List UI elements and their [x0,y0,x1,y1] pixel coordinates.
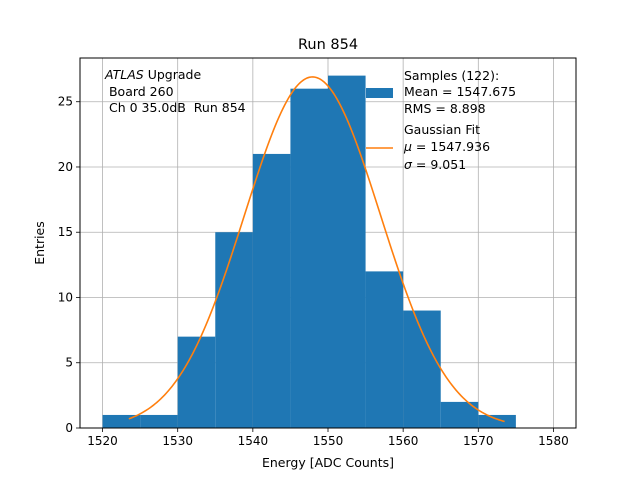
histogram-bar-2 [177,336,216,428]
legend-mu-value: = 1547.936 [412,139,490,154]
annotation-line-3: Ch 0 35.0dB Run 854 [105,100,246,115]
x-tick-label-0: 1520 [87,434,118,448]
chart-title: Run 854 [298,37,358,53]
legend-fit-mu: μ = 1547.936 [403,139,490,154]
histogram-bar-8 [403,310,441,428]
annotation-rest: Upgrade [144,67,202,82]
histogram-bar-1 [140,414,178,428]
histogram-bars [102,75,516,429]
y-tick-label-4: 20 [58,160,73,174]
x-axis-label: Energy [ADC Counts] [262,455,394,470]
y-tick-label-0: 0 [65,421,73,435]
histogram-bar-10 [478,414,516,428]
legend-sigma-value: = 9.051 [412,157,466,172]
histogram-bar-3 [215,232,253,428]
x-tick-label-2: 1540 [238,434,269,448]
histogram-bar-5 [290,88,328,428]
x-axis-ticks: 1520 1530 1540 1550 1560 1570 1580 [87,428,569,448]
legend-fit-title: Gaussian Fit [404,122,480,137]
x-tick-label-1: 1530 [162,434,193,448]
legend: Samples (122): Mean = 1547.675 RMS = 8.8… [366,68,516,172]
x-tick-label-5: 1570 [463,434,494,448]
y-tick-label-2: 10 [58,290,73,304]
x-tick-label-3: 1550 [313,434,344,448]
histogram-bar-6 [328,75,366,428]
histogram-bar-4 [252,153,291,429]
legend-hist-line-3: RMS = 8.898 [404,101,486,116]
y-tick-label-5: 25 [58,95,73,109]
x-tick-label-4: 1560 [388,434,419,448]
legend-hist-line-2: Mean = 1547.675 [404,84,516,99]
y-axis-ticks: 0 5 10 15 20 25 [58,95,80,435]
annotation-line-2: Board 260 [105,84,174,99]
annotation-line-1: ATLAS Upgrade [104,67,201,82]
legend-mu-symbol: μ [403,139,412,154]
gaussian-fit-curve [128,76,505,423]
x-tick-label-6: 1580 [538,434,569,448]
legend-hist-line-1: Samples (122): [404,68,499,83]
gaussian-fit-layer [128,76,505,423]
legend-fit-sigma: σ = 9.051 [404,157,466,172]
y-tick-label-1: 5 [65,356,73,370]
annotation-italic: ATLAS [104,67,144,82]
histogram-bar-7 [365,271,404,428]
y-axis-label: Entries [32,221,47,265]
legend-hist-swatch [366,88,393,98]
legend-sigma-symbol: σ [404,157,413,172]
y-tick-label-3: 15 [58,225,73,239]
